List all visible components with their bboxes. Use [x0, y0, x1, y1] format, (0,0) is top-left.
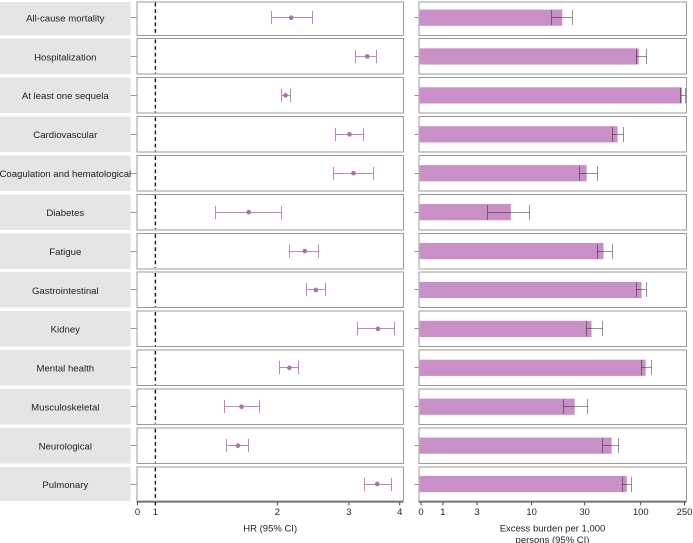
svg-text:Excess burden per 1,000: Excess burden per 1,000: [500, 523, 606, 534]
svg-text:1: 1: [153, 506, 158, 517]
svg-text:Neurological: Neurological: [39, 441, 92, 452]
svg-text:3: 3: [346, 506, 351, 517]
svg-text:Kidney: Kidney: [51, 325, 81, 336]
svg-text:30: 30: [579, 506, 589, 517]
svg-text:Gastrointestinal: Gastrointestinal: [32, 286, 99, 297]
svg-text:1: 1: [440, 506, 445, 517]
svg-text:4: 4: [397, 506, 402, 517]
svg-text:2: 2: [275, 506, 280, 517]
svg-text:HR (95% CI): HR (95% CI): [243, 523, 297, 534]
svg-text:Pulmonary: Pulmonary: [42, 480, 88, 491]
svg-text:250: 250: [677, 506, 693, 517]
svg-text:0: 0: [135, 506, 140, 517]
svg-text:Musculoskeletal: Musculoskeletal: [31, 403, 99, 414]
svg-text:10: 10: [526, 506, 536, 517]
svg-text:Hospitalization: Hospitalization: [34, 52, 96, 63]
svg-text:100: 100: [633, 506, 649, 517]
svg-text:0: 0: [418, 506, 423, 517]
svg-text:Coagulation and hematological: Coagulation and hematological: [0, 169, 131, 180]
svg-text:All-cause mortality: All-cause mortality: [26, 14, 105, 25]
svg-text:Fatigue: Fatigue: [49, 247, 81, 258]
svg-text:At least one sequela: At least one sequela: [22, 91, 110, 102]
svg-text:Diabetes: Diabetes: [46, 208, 84, 219]
svg-text:persons (95% CI): persons (95% CI): [516, 535, 590, 543]
svg-text:3: 3: [474, 506, 479, 517]
svg-text:Cardiovascular: Cardiovascular: [33, 130, 98, 141]
svg-text:Mental health: Mental health: [36, 364, 94, 375]
